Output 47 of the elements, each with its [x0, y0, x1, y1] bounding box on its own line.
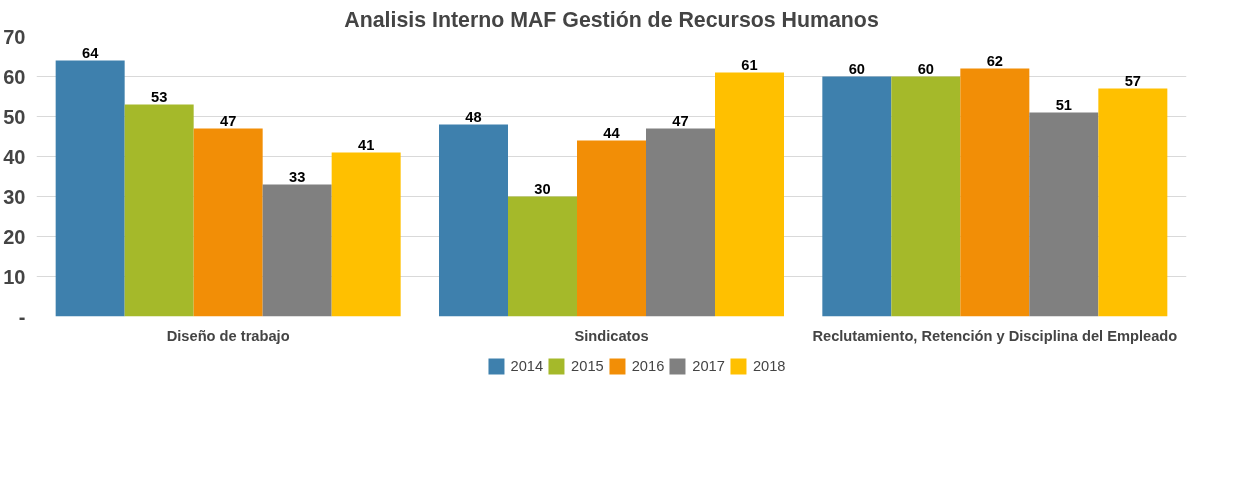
legend-label: 2017 [692, 358, 725, 374]
bar [646, 128, 715, 317]
y-tick-label: 20 [3, 225, 26, 248]
y-tick-label: 60 [3, 65, 26, 88]
data-label: 62 [986, 52, 1003, 69]
data-label: 57 [1124, 72, 1141, 89]
bar [439, 124, 508, 317]
x-tick-label: Reclutamiento, Retención y Disciplina del Empleado [812, 327, 1178, 344]
y-tick-label: 30 [3, 185, 26, 208]
bar [331, 152, 401, 317]
bar [1098, 88, 1168, 317]
x-tick-label: Sindicatos [574, 327, 649, 344]
legend-label: 2015 [571, 358, 604, 374]
data-label: 33 [289, 168, 306, 185]
data-label: 48 [465, 108, 482, 125]
data-label: 51 [1055, 96, 1072, 113]
bar [124, 104, 194, 317]
bar [715, 72, 784, 317]
data-label: 61 [741, 56, 758, 73]
data-label: 60 [917, 60, 934, 77]
chart-title: Analisis Interno MAF Gestión de Recursos Humanos [344, 7, 879, 32]
bar [577, 140, 646, 317]
y-tick-label: 10 [3, 265, 26, 288]
legend-label: 2016 [631, 358, 665, 374]
legend-label: 2018 [752, 358, 786, 374]
data-label: 41 [358, 136, 375, 153]
x-tick-label: Diseño de trabajo [166, 327, 290, 344]
bar [822, 76, 892, 317]
data-label: 53 [151, 88, 168, 105]
data-label: 64 [82, 44, 100, 61]
data-label: 30 [534, 180, 551, 197]
data-label: 47 [220, 112, 237, 129]
y-tick-label: 70 [3, 25, 26, 48]
bar [960, 68, 1030, 317]
bar [1029, 112, 1099, 317]
bar [891, 76, 961, 317]
bar [262, 184, 332, 317]
bar [55, 60, 125, 317]
y-tick-label: 50 [3, 105, 26, 128]
data-label: 60 [848, 60, 865, 77]
data-label: 47 [672, 112, 689, 129]
bar [508, 196, 577, 317]
legend-label: 2014 [510, 358, 544, 374]
data-label: 44 [603, 124, 621, 141]
y-tick-label: 40 [3, 145, 26, 168]
y-tick-label: - [18, 305, 26, 328]
bar [193, 128, 263, 317]
